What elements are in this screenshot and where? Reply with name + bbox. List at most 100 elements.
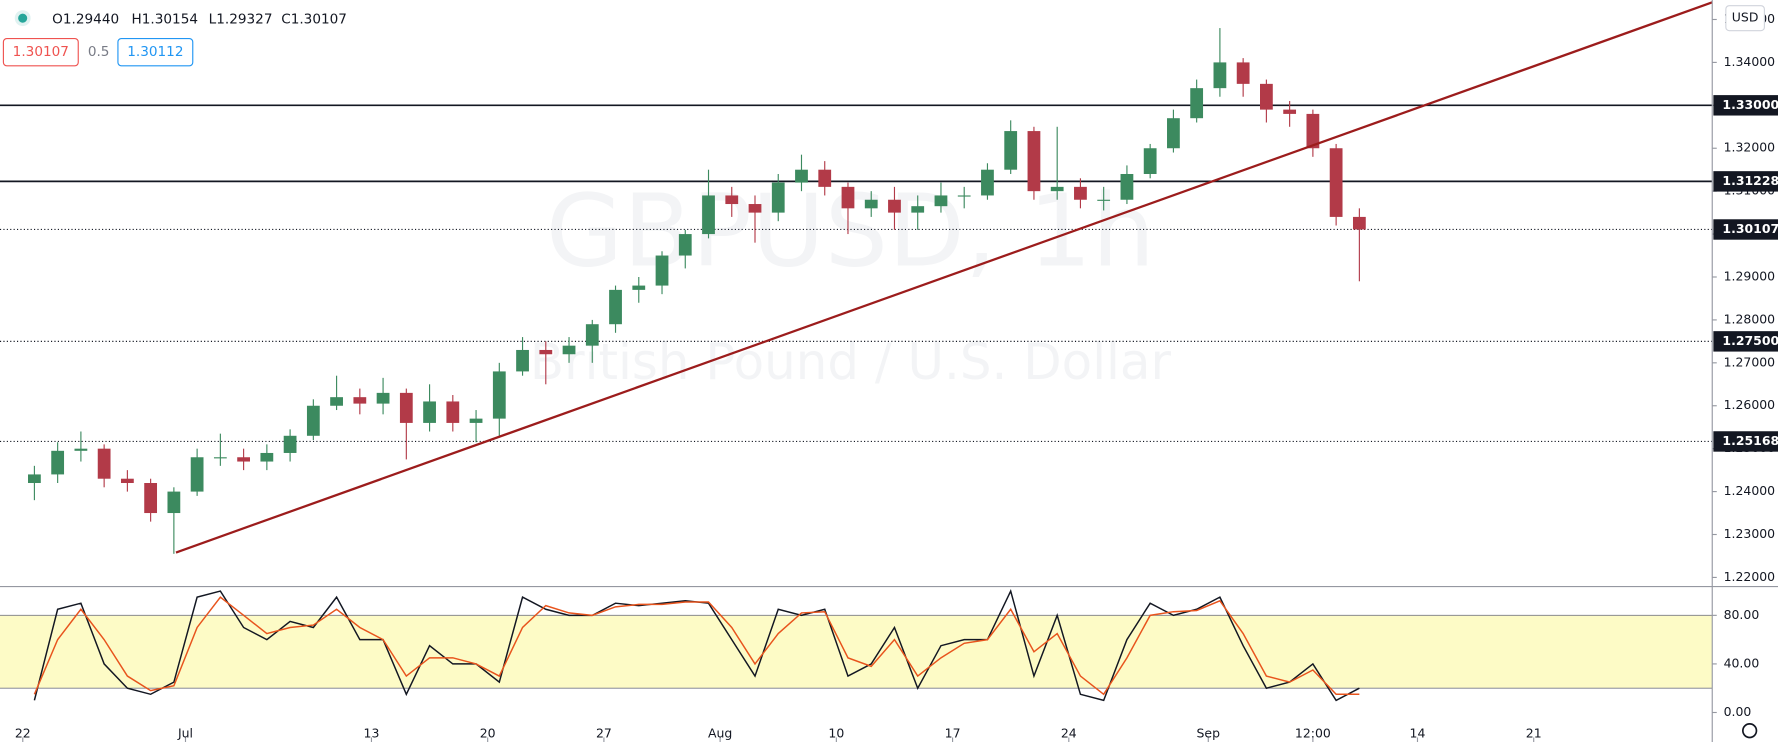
candle-body xyxy=(492,371,506,419)
watermark-subtitle: British Pound / U.S. Dollar xyxy=(530,333,1172,391)
candle-body xyxy=(469,418,483,423)
level-label: 1.33000 xyxy=(1722,97,1778,112)
level-label: 1.30107 xyxy=(1722,221,1778,236)
x-tick-label: 27 xyxy=(596,726,612,741)
candle-body xyxy=(1143,148,1157,174)
candle-body xyxy=(237,457,251,462)
x-tick-label: 13 xyxy=(364,726,380,741)
settings-gear[interactable] xyxy=(1741,722,1758,739)
stoch-line xyxy=(33,596,1360,696)
candle-body xyxy=(399,392,413,423)
candle-body xyxy=(771,182,785,213)
candle-body xyxy=(28,474,41,484)
ohlc-low: L1.29327 xyxy=(209,11,273,27)
candle-body xyxy=(1283,109,1297,114)
buy-price[interactable]: 1.30112 xyxy=(127,44,183,60)
spread: 0.5 xyxy=(88,44,110,60)
y-tick-label: 80.00 xyxy=(1724,607,1760,622)
trendline xyxy=(175,1,1713,554)
candle-body xyxy=(957,195,971,197)
x-tick-label: 22 xyxy=(15,726,31,741)
currency-button[interactable] xyxy=(1725,5,1765,32)
candle-body xyxy=(446,401,460,423)
sell-price[interactable]: 1.30107 xyxy=(13,44,69,60)
candle-body xyxy=(74,448,88,451)
candle-body xyxy=(725,195,739,205)
x-tick-label: 21 xyxy=(1526,726,1542,741)
candle-body xyxy=(934,195,948,207)
candle-body xyxy=(97,448,111,479)
candle-body xyxy=(1352,216,1366,230)
settings-icon[interactable] xyxy=(1741,722,1758,739)
candle-body xyxy=(1074,186,1087,200)
y-tick-label: 1.28000 xyxy=(1724,311,1776,326)
level-label: 1.27500 xyxy=(1722,333,1778,348)
y-tick-label: 1.26000 xyxy=(1724,397,1776,412)
x-tick-label: 24 xyxy=(1061,726,1077,741)
candle-body xyxy=(539,349,553,355)
candle-body xyxy=(144,483,158,514)
candle-body xyxy=(516,349,529,372)
ohlc-open: O1.29440 xyxy=(52,11,119,27)
y-tick-label: 40.00 xyxy=(1724,655,1760,670)
candle-body xyxy=(1236,62,1250,84)
currency[interactable]: USD xyxy=(1732,10,1759,25)
candle-body xyxy=(283,435,297,453)
overlay: O1.29440 H1.30154 L1.29327 C1.30107 1.30… xyxy=(2,5,1778,742)
candle-body xyxy=(1050,186,1064,192)
candle-body xyxy=(1306,113,1320,149)
candle-body xyxy=(585,324,599,346)
x-tick-label: 12:00 xyxy=(1295,726,1331,741)
sell-button[interactable] xyxy=(2,38,79,67)
y-tick-label: 1.34000 xyxy=(1724,54,1776,69)
y-tick-label: 1.29000 xyxy=(1724,268,1776,283)
level-label-box xyxy=(1713,431,1778,452)
status-dot-inner xyxy=(18,13,28,23)
y-tick-label: 0.00 xyxy=(1724,704,1752,719)
level-label: 1.25168 xyxy=(1722,433,1778,448)
candle-body xyxy=(1027,131,1041,192)
x-tick-label: Jul xyxy=(177,726,193,741)
candle-body xyxy=(353,397,367,404)
buy-button[interactable] xyxy=(117,38,194,67)
candle-body xyxy=(1213,62,1227,89)
candle-body xyxy=(1329,148,1343,217)
x-tick-label: 14 xyxy=(1410,726,1426,741)
x-tick-label: Sep xyxy=(1197,726,1221,741)
candle-body xyxy=(1120,173,1134,200)
level-label-box xyxy=(1713,171,1778,192)
ohlc-close: C1.30107 xyxy=(281,11,347,27)
candle-body xyxy=(330,397,343,406)
candle-body xyxy=(376,392,390,404)
candle-body xyxy=(655,255,669,286)
candle-body xyxy=(423,401,436,423)
candle-body xyxy=(795,169,808,183)
y-tick-label: 1.27000 xyxy=(1724,354,1776,369)
y-tick-label: 1.32000 xyxy=(1724,140,1776,155)
candle-body xyxy=(1259,83,1273,110)
level-label-box xyxy=(1713,95,1778,116)
candle-body xyxy=(1190,88,1204,119)
candle-body xyxy=(1004,131,1018,170)
candle-body xyxy=(981,169,994,196)
candle-body xyxy=(748,204,762,213)
candle-body xyxy=(213,457,227,459)
candle-body xyxy=(562,345,576,355)
x-tick-label: Aug xyxy=(708,726,732,741)
candle-body xyxy=(190,457,204,492)
candle-body xyxy=(260,452,274,462)
x-tick-label: 20 xyxy=(480,726,496,741)
candle-body xyxy=(818,169,832,187)
candle-body xyxy=(120,478,134,484)
y-tick-label: 1.24000 xyxy=(1724,483,1776,498)
candle-body xyxy=(1097,199,1111,201)
candle-body xyxy=(864,199,878,209)
x-tick-label: 17 xyxy=(945,726,961,741)
level-label-box xyxy=(1713,331,1778,352)
candle-body xyxy=(888,199,901,213)
candle-body xyxy=(841,186,855,209)
candle-body xyxy=(678,234,692,256)
candle-body xyxy=(702,195,715,235)
candle-body xyxy=(632,285,646,290)
